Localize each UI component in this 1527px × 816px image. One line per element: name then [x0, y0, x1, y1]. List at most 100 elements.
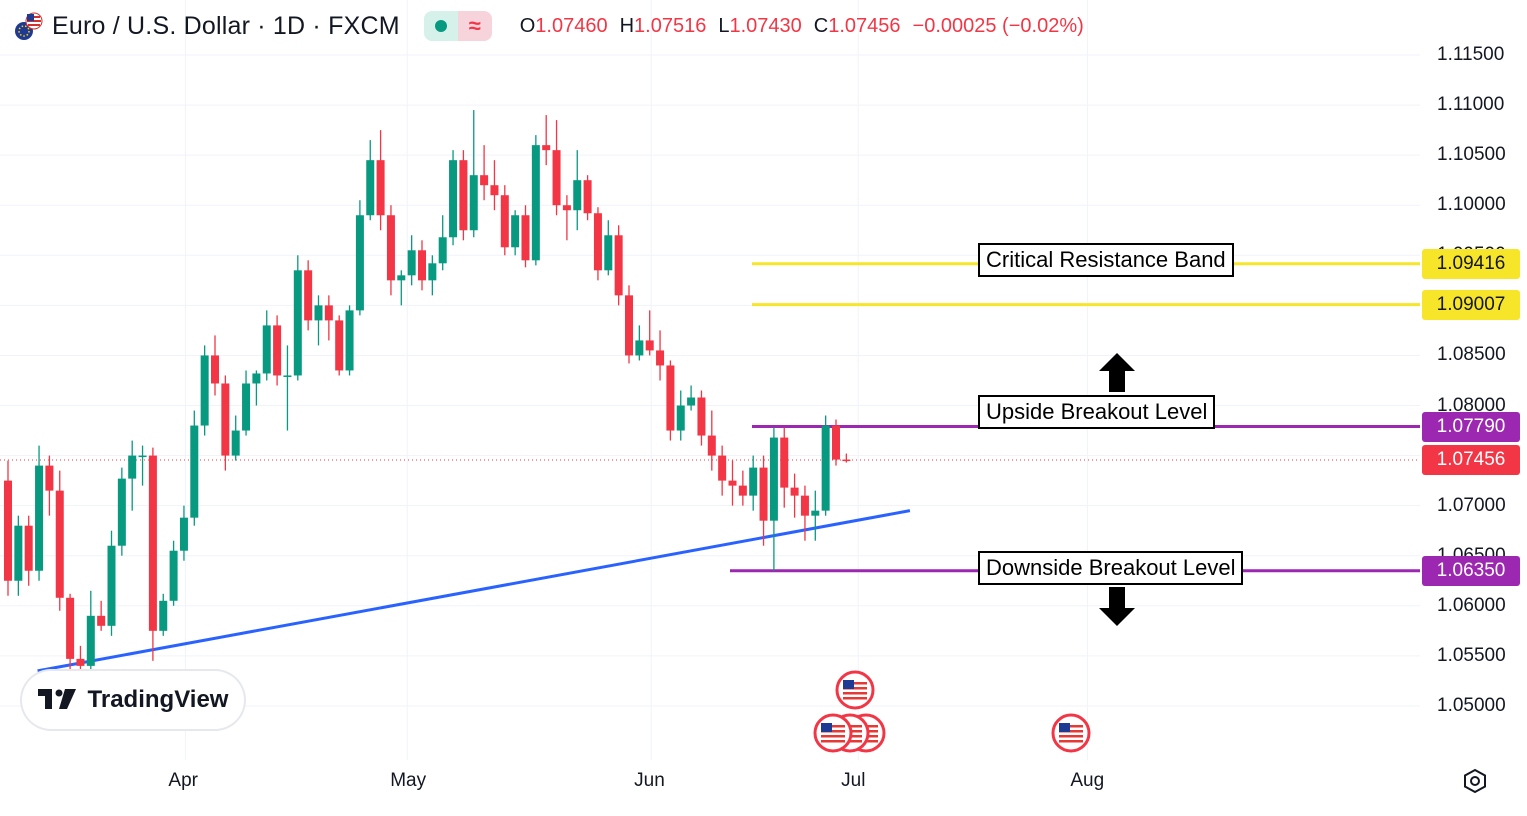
candle[interactable] [625, 285, 633, 364]
tradingview-logo[interactable]: TradingView [22, 671, 244, 729]
candle[interactable] [45, 455, 54, 516]
candle[interactable] [687, 385, 696, 411]
candle[interactable] [221, 375, 230, 471]
candle[interactable] [531, 135, 540, 266]
ohlc-close: C1.07456 [813, 14, 901, 37]
candle[interactable] [593, 207, 602, 281]
market-open-indicator[interactable] [423, 11, 458, 41]
candle[interactable] [469, 110, 478, 238]
candle[interactable] [749, 455, 758, 511]
candle[interactable] [573, 150, 582, 231]
candle[interactable] [480, 145, 489, 201]
candle[interactable] [179, 505, 188, 561]
candle[interactable] [759, 455, 768, 546]
candle[interactable] [366, 140, 375, 221]
candle[interactable] [666, 360, 675, 441]
candle[interactable] [86, 590, 95, 674]
upside-breakout-level-label[interactable]: Upside Breakout Level [978, 395, 1216, 429]
candle[interactable] [107, 530, 116, 636]
candle-body [511, 215, 520, 248]
candle[interactable] [397, 270, 406, 306]
market-status-pill[interactable]: ≈ [423, 11, 492, 41]
candle[interactable] [97, 600, 106, 631]
candle[interactable] [583, 175, 592, 221]
candle[interactable] [55, 470, 64, 611]
us-flag-event-icon[interactable] [835, 670, 875, 710]
candle[interactable] [293, 255, 302, 381]
candle[interactable] [117, 467, 126, 556]
candle[interactable] [438, 215, 447, 271]
us-flag-event-icon[interactable] [1051, 713, 1091, 753]
candle[interactable] [66, 593, 75, 676]
candle[interactable] [562, 195, 571, 241]
us-flag-event-icon[interactable] [813, 713, 853, 753]
candle[interactable] [148, 447, 157, 661]
candle[interactable] [169, 540, 178, 606]
candle[interactable] [242, 370, 251, 436]
candle[interactable] [449, 150, 458, 246]
candle[interactable] [790, 473, 799, 518]
candle[interactable] [614, 225, 623, 306]
candle[interactable] [511, 210, 520, 256]
candle[interactable] [428, 255, 437, 296]
candle[interactable] [159, 593, 168, 636]
candle[interactable] [418, 240, 426, 291]
candle[interactable] [35, 445, 44, 581]
candle[interactable] [521, 205, 530, 268]
candle[interactable] [335, 315, 344, 376]
candle[interactable] [718, 445, 727, 496]
symbol-title[interactable]: Euro / U.S. Dollar · 1D · FXCM [52, 11, 400, 40]
candle[interactable] [500, 185, 509, 256]
candle[interactable] [304, 260, 313, 331]
critical-resistance-band-label[interactable]: Critical Resistance Band [978, 243, 1234, 277]
candle[interactable] [128, 440, 137, 511]
candle[interactable] [821, 415, 830, 516]
candle[interactable] [728, 460, 737, 506]
candle[interactable] [355, 200, 364, 316]
downside-breakout-level-label[interactable]: Downside Breakout Level [978, 551, 1244, 585]
candle[interactable] [811, 490, 820, 541]
candle[interactable] [345, 305, 354, 376]
candle[interactable] [376, 130, 385, 231]
candle[interactable] [656, 330, 665, 381]
candle[interactable] [738, 470, 747, 506]
candle[interactable] [4, 460, 12, 596]
candle[interactable] [780, 427, 789, 508]
candle[interactable] [542, 115, 551, 166]
candle[interactable] [552, 120, 561, 216]
candle[interactable] [231, 415, 240, 461]
candle[interactable] [769, 427, 778, 571]
candle[interactable] [24, 515, 33, 586]
candle[interactable] [645, 310, 654, 356]
candle-body [335, 320, 344, 371]
candle[interactable] [314, 295, 323, 346]
candle[interactable] [490, 160, 499, 211]
candle[interactable] [707, 410, 716, 471]
candle[interactable] [604, 220, 613, 276]
candle[interactable] [252, 370, 261, 406]
settings-icon[interactable] [1462, 768, 1488, 794]
candle[interactable] [324, 295, 333, 341]
wave-indicator-icon[interactable]: ≈ [457, 11, 492, 41]
candle[interactable] [262, 310, 271, 381]
candle[interactable] [14, 515, 23, 596]
candle[interactable] [190, 410, 199, 526]
candle[interactable] [273, 315, 282, 386]
candle[interactable] [459, 150, 468, 241]
candle[interactable] [635, 325, 644, 361]
candle[interactable] [211, 335, 219, 396]
candle[interactable] [697, 390, 706, 446]
candle[interactable] [200, 345, 209, 436]
candle[interactable] [800, 485, 809, 541]
candle-body [428, 263, 437, 281]
candle[interactable] [407, 235, 416, 286]
candle[interactable] [842, 453, 851, 463]
candle[interactable] [832, 419, 840, 466]
candle[interactable] [283, 345, 292, 431]
trendline[interactable] [37, 509, 911, 673]
candle[interactable] [138, 445, 147, 486]
candle[interactable] [386, 205, 395, 296]
candle[interactable] [676, 390, 685, 441]
